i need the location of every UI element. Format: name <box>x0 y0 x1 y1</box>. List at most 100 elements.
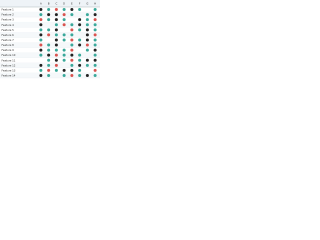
status-dot <box>54 53 58 57</box>
status-dot <box>93 43 97 47</box>
status-dot <box>47 43 51 47</box>
status-dot <box>78 28 82 32</box>
status-dot <box>62 38 66 42</box>
column-header: C <box>55 2 57 6</box>
status-dot <box>39 63 43 67</box>
status-dot <box>70 48 74 52</box>
status-dot <box>93 33 97 37</box>
status-dot <box>39 13 43 17</box>
column-header: A <box>40 2 42 6</box>
status-dot <box>62 18 66 22</box>
row-label: Feature 2 <box>2 13 15 17</box>
row-label: Feature 9 <box>2 48 15 52</box>
status-dot <box>93 53 97 57</box>
status-dot <box>78 58 82 62</box>
status-dot <box>93 73 97 77</box>
status-dot <box>85 33 89 37</box>
status-dot <box>93 28 97 32</box>
status-dot <box>70 68 74 72</box>
status-dot <box>39 68 43 72</box>
column-header: D <box>63 2 65 6</box>
status-dot <box>70 8 74 12</box>
status-dot <box>47 73 51 77</box>
status-dot <box>62 53 66 57</box>
status-dot <box>70 73 74 77</box>
status-dot <box>93 18 97 22</box>
status-dot <box>54 23 58 27</box>
status-dot <box>54 13 58 17</box>
status-dot <box>85 63 89 67</box>
status-dot <box>93 58 97 62</box>
status-dot <box>78 63 82 67</box>
status-dot <box>54 8 58 12</box>
status-dot <box>93 8 97 12</box>
status-dot <box>85 43 89 47</box>
column-header: G <box>86 2 88 6</box>
row-label: Feature 14 <box>2 73 16 77</box>
row-label: Feature 10 <box>2 53 16 57</box>
status-dot <box>39 53 43 57</box>
status-dot <box>70 13 74 17</box>
status-dot <box>39 33 43 37</box>
status-dot <box>70 33 74 37</box>
status-dot <box>93 68 97 72</box>
status-dot <box>39 73 43 77</box>
status-dot <box>62 58 66 62</box>
status-dot <box>78 53 82 57</box>
status-dot <box>47 63 51 67</box>
status-dot <box>39 8 43 12</box>
status-dot <box>47 13 51 17</box>
status-dot <box>62 33 66 37</box>
status-dot <box>47 68 51 72</box>
status-dot <box>93 13 97 17</box>
status-dot <box>70 53 74 57</box>
status-dot <box>54 38 58 42</box>
status-dot <box>70 38 74 42</box>
column-header: B <box>48 2 50 6</box>
status-dot <box>54 58 58 62</box>
status-dot <box>85 58 89 62</box>
status-dot <box>62 68 66 72</box>
status-dot <box>62 23 66 27</box>
status-dot <box>39 28 43 32</box>
status-dot <box>39 18 43 22</box>
column-header: H <box>94 2 96 6</box>
status-dot <box>54 33 58 37</box>
column-header: E <box>71 2 73 6</box>
status-dot <box>93 23 97 27</box>
status-dot <box>39 23 43 27</box>
status-dot <box>47 28 51 32</box>
status-dot <box>47 33 51 37</box>
status-dot <box>62 8 66 12</box>
row-label: Feature 6 <box>2 33 15 37</box>
status-dot <box>93 38 97 42</box>
status-dot <box>39 48 43 52</box>
row-label: Feature 7 <box>2 38 15 42</box>
status-dot <box>70 28 74 32</box>
status-dot <box>70 43 74 47</box>
status-dot <box>70 58 74 62</box>
status-dot <box>85 48 89 52</box>
status-dot <box>47 18 51 22</box>
row-label: Feature 8 <box>2 43 15 47</box>
row-label: Feature 11 <box>2 58 16 62</box>
row-stripe <box>0 22 100 28</box>
status-dot <box>54 63 58 67</box>
status-dot <box>47 58 51 62</box>
status-dot <box>54 28 58 32</box>
status-dot <box>62 13 66 17</box>
status-dot <box>39 38 43 42</box>
status-dot <box>47 8 51 12</box>
status-dot <box>62 48 66 52</box>
status-dot <box>78 38 82 42</box>
status-dot <box>85 38 89 42</box>
status-dot <box>54 68 58 72</box>
column-header: F <box>79 2 81 6</box>
status-dot <box>78 18 82 22</box>
row-label: Feature 4 <box>2 23 15 27</box>
status-dot <box>78 43 82 47</box>
status-dot <box>85 73 89 77</box>
status-dot <box>78 8 82 12</box>
status-dot <box>54 18 58 22</box>
